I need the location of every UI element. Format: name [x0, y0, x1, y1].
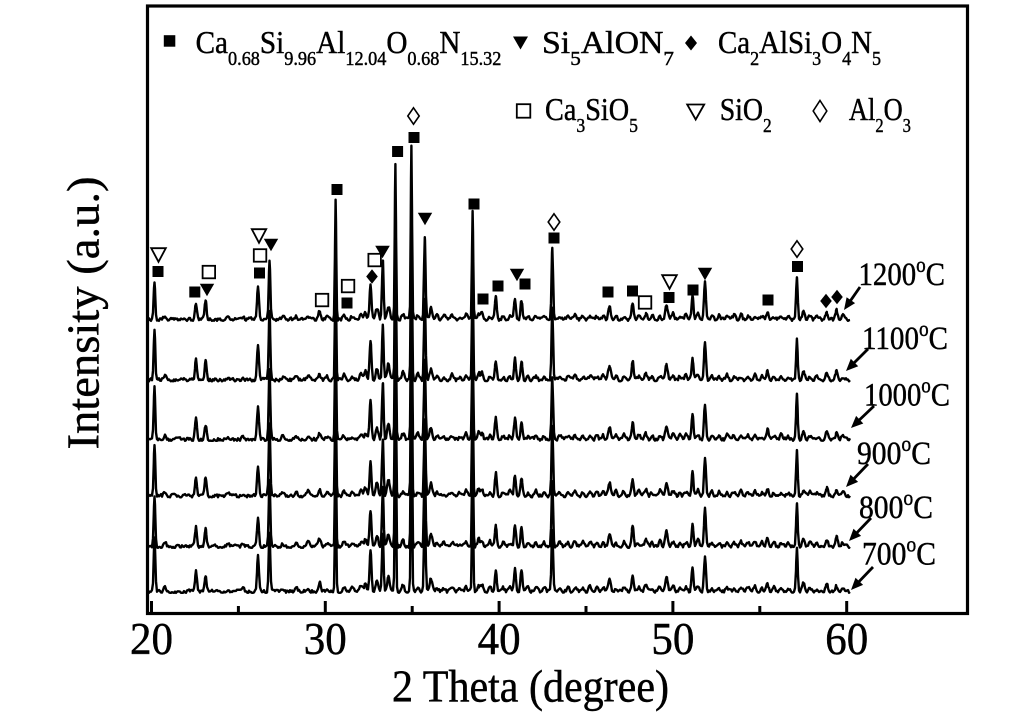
svg-text:Ca3SiO5: Ca3SiO5 — [545, 91, 638, 137]
svg-text:30: 30 — [304, 614, 347, 664]
svg-text:2 Theta (degree): 2 Theta (degree) — [392, 662, 669, 712]
svg-text:SiO2: SiO2 — [720, 92, 772, 137]
svg-text:800oC: 800oC — [859, 485, 933, 525]
svg-text:60: 60 — [825, 614, 868, 664]
svg-text:1200oC: 1200oC — [859, 254, 945, 293]
svg-text:1000oC: 1000oC — [864, 374, 950, 413]
svg-text:40: 40 — [478, 614, 521, 664]
svg-text:1100oC: 1100oC — [862, 318, 948, 356]
svg-text:Ca0.68Si9.96Al12.04O0.68N15.32: Ca0.68Si9.96Al12.04O0.68N15.32 — [196, 25, 502, 70]
svg-text:Al2O3: Al2O3 — [849, 93, 911, 137]
svg-text:700oC: 700oC — [862, 531, 936, 571]
svg-text:20: 20 — [130, 614, 173, 664]
svg-text:50: 50 — [651, 614, 694, 664]
svg-text:Ca2AlSi3O4N5: Ca2AlSi3O4N5 — [718, 25, 881, 71]
svg-text:Intensity (a.u.): Intensity (a.u.) — [59, 177, 109, 450]
svg-text:900oC: 900oC — [857, 431, 931, 471]
svg-text:Si5AlON7: Si5AlON7 — [542, 26, 674, 70]
